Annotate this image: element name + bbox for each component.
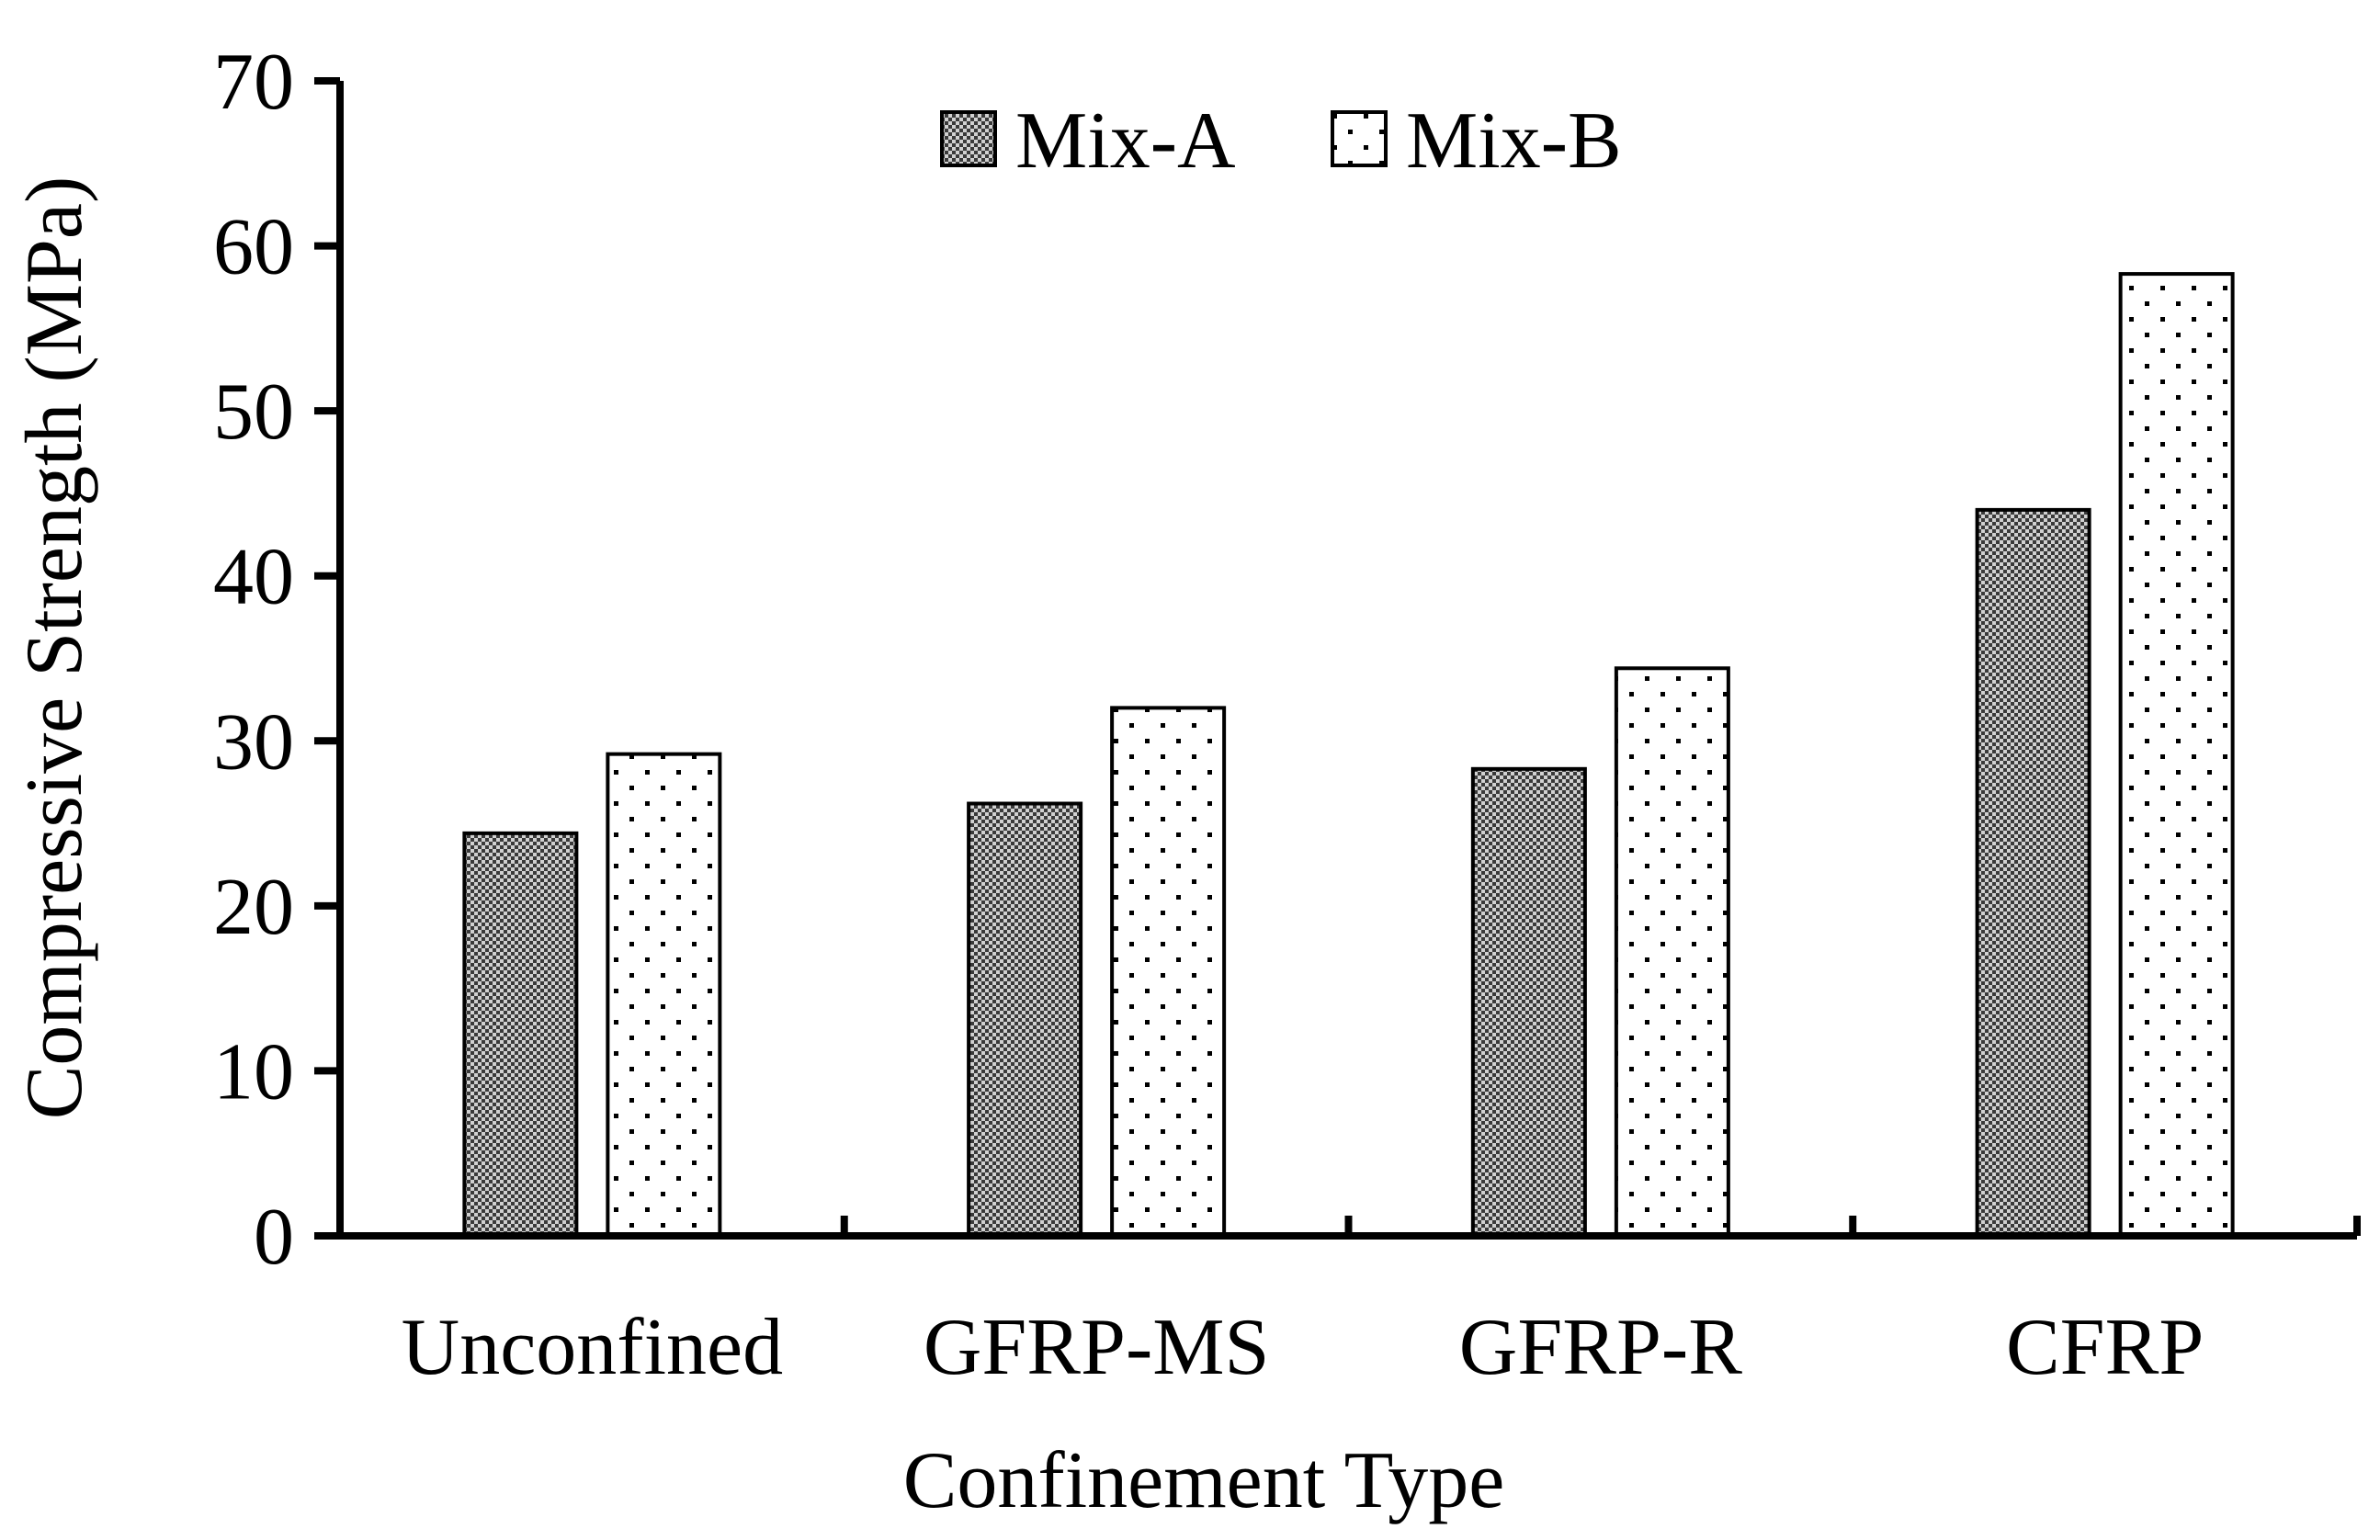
y-tick-label-20: 20 — [213, 863, 294, 952]
bar-mix-b-gfrp-r — [1614, 666, 1730, 1238]
bar-mix-a-gfrp-ms — [967, 801, 1083, 1238]
y-tick-label-50: 50 — [213, 368, 294, 457]
bar-mix-a-cfrp — [1975, 507, 2091, 1238]
y-tick-label-70: 70 — [213, 38, 294, 127]
y-tick-label-60: 60 — [213, 203, 294, 292]
legend-swatch-mix-b — [1331, 110, 1388, 167]
legend: Mix-A Mix-B — [940, 96, 1622, 186]
x-tick-label-cfrp: CFRP — [2006, 1303, 2204, 1392]
x-tick-label-gfrp-r: GFRP-R — [1459, 1303, 1742, 1392]
bar-mix-a-unconfined — [462, 831, 579, 1238]
x-tick-label-gfrp-ms: GFRP-MS — [924, 1303, 1270, 1392]
y-tick-label-30: 30 — [213, 697, 294, 787]
y-tick-label-10: 10 — [213, 1027, 294, 1116]
y-tick-label-0: 0 — [254, 1193, 294, 1282]
bar-mix-b-unconfined — [606, 752, 722, 1238]
legend-label-mix-a: Mix-A — [1015, 96, 1236, 186]
bar-mix-b-cfrp — [2118, 272, 2235, 1239]
x-axis-title: Confinement Type — [903, 1436, 1505, 1525]
y-axis-title: Compressive Strength (MPa) — [10, 176, 99, 1120]
legend-label-mix-b: Mix-B — [1406, 96, 1622, 186]
x-tick-label-unconfined: Unconfined — [402, 1303, 783, 1392]
plot-area: 0 10 20 30 40 50 60 70 Unconfined GFRP-MS GFRP-R CF… — [213, 38, 2361, 1392]
bar-mix-b-gfrp-ms — [1110, 706, 1227, 1238]
bar-mix-a-gfrp-r — [1470, 766, 1587, 1238]
legend-swatch-mix-a — [940, 110, 997, 167]
y-tick-label-40: 40 — [213, 533, 294, 622]
